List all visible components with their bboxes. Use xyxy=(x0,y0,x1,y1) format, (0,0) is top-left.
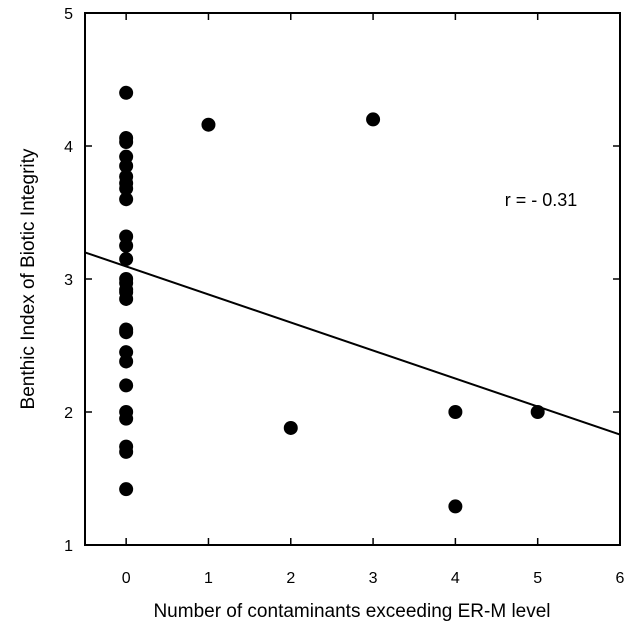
y-tick-label: 5 xyxy=(64,6,73,23)
annotation-r-value: r = - 0.31 xyxy=(505,190,578,210)
y-tick-label: 3 xyxy=(64,272,73,289)
x-tick-label: 0 xyxy=(122,570,131,587)
y-tick-label: 4 xyxy=(64,139,73,156)
data-point xyxy=(119,325,134,340)
data-point xyxy=(201,117,216,132)
data-point xyxy=(283,420,298,435)
data-point xyxy=(119,238,134,253)
data-point xyxy=(119,192,134,207)
x-tick-label: 2 xyxy=(286,570,295,587)
x-tick-label: 5 xyxy=(533,570,542,587)
data-point xyxy=(119,354,134,369)
y-axis-label: Benthic Index of Biotic Integrity xyxy=(18,148,39,409)
x-tick-label: 3 xyxy=(369,570,378,587)
data-point xyxy=(119,158,134,173)
data-point xyxy=(119,252,134,267)
x-tick-label: 1 xyxy=(204,570,213,587)
y-tick-label: 2 xyxy=(64,405,73,422)
data-point xyxy=(448,405,463,419)
data-point xyxy=(119,482,134,497)
data-point xyxy=(119,181,134,196)
x-tick-label: 6 xyxy=(616,570,625,587)
data-point xyxy=(119,85,134,100)
data-point xyxy=(119,135,134,150)
data-point xyxy=(119,411,134,426)
y-tick-label: 1 xyxy=(64,538,73,555)
regression-line xyxy=(84,251,621,436)
x-tick-label: 4 xyxy=(451,570,460,587)
data-point xyxy=(119,444,134,459)
data-point xyxy=(119,291,134,306)
data-point xyxy=(530,405,545,419)
data-point xyxy=(119,378,134,393)
data-point xyxy=(366,112,381,127)
data-point xyxy=(448,499,463,514)
x-axis-label: Number of contaminants exceeding ER-M le… xyxy=(153,601,550,622)
